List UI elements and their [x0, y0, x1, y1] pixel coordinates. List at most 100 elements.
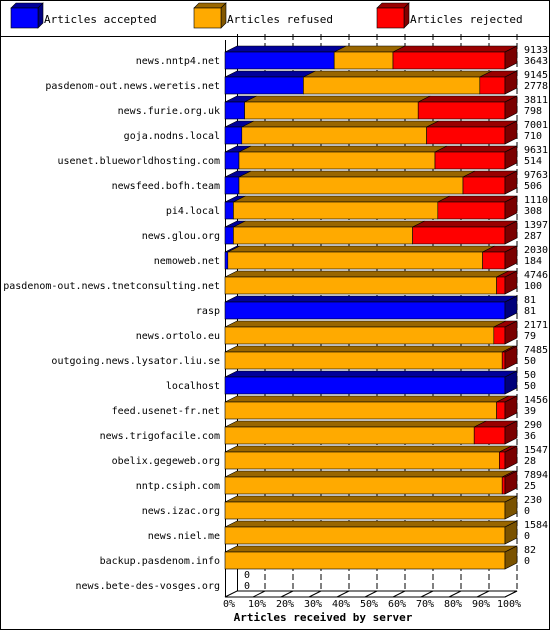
bar-segment-articles-refused [233, 195, 450, 220]
bar-segment-articles-refused [224, 420, 487, 445]
bar-row-feed-usenet-fr-net [224, 395, 518, 420]
bar-top [224, 270, 509, 278]
bar-face [224, 201, 234, 220]
value-second: 100 [524, 281, 542, 292]
floor-tick [280, 590, 294, 598]
bar-segment-articles-refused [224, 395, 509, 420]
bar-face [238, 151, 436, 170]
category-label-feed-usenet-fr-net: feed.usenet-fr.net [112, 406, 220, 417]
bar-top [233, 220, 425, 228]
bar-side [504, 495, 518, 520]
bar-face [224, 226, 234, 245]
category-label-news-bete-des-vosges-org: news.bete-des-vosges.org [76, 581, 221, 592]
bar-side [504, 70, 518, 95]
category-label-news-trigofacile-com: news.trigofacile.com [100, 431, 220, 442]
value-total: 7485 [524, 345, 548, 356]
value-total: 9631 [524, 145, 548, 156]
category-label-goja-nodns-local: goja.nodns.local [124, 131, 220, 142]
bar-face [224, 101, 245, 120]
bar-top [224, 345, 515, 353]
bar-side [504, 520, 518, 545]
bar-top [224, 470, 515, 478]
bar-top [224, 395, 509, 403]
value-label-backup-pasdenom-info: 820 [524, 545, 536, 567]
bar-face [462, 176, 506, 195]
x-tick-label: 100% [497, 599, 521, 610]
bar-top [224, 520, 518, 528]
bar-segment-articles-refused [303, 70, 492, 95]
bar-segment-articles-rejected [482, 245, 518, 270]
bar-row-news-trigofacile-com [224, 420, 518, 445]
value-total: 7894 [524, 470, 548, 481]
bar-face [224, 301, 506, 320]
bar-face [303, 76, 481, 95]
legend-item-articles-refused: Articles refused [193, 2, 333, 29]
value-second: 39 [524, 406, 536, 417]
bar-row-nntp-csiph-com [224, 470, 518, 495]
x-tick-label: 30% [304, 599, 322, 610]
legend-item-articles-accepted: Articles accepted [10, 2, 157, 29]
bar-row-pasdenom-out-news-tnetconsulting-net [224, 270, 518, 295]
floor-tick [476, 590, 490, 598]
bar-face [417, 101, 506, 120]
bar-face [501, 351, 506, 370]
bar-segment-articles-refused [244, 95, 431, 120]
legend-swatch-top [376, 2, 410, 9]
bar-side [504, 545, 518, 570]
legend: Articles accepted Articles refused Article… [10, 2, 523, 29]
bar-top [303, 70, 492, 78]
value-second: 2778 [524, 81, 548, 92]
value-total: 50 [524, 370, 536, 381]
bar-side [504, 370, 518, 395]
bar-face [224, 426, 475, 445]
bar-segment-articles-accepted [224, 145, 252, 170]
value-second: 79 [524, 331, 536, 342]
value-second: 81 [524, 306, 536, 317]
value-total: 230 [524, 495, 542, 506]
floor-tick [392, 590, 406, 598]
value-total: 9763 [524, 170, 548, 181]
category-label-nntp-csiph-com: nntp.csiph.com [136, 481, 220, 492]
value-total: 4746 [524, 270, 548, 281]
bar-top [244, 95, 431, 103]
bar-top [224, 70, 316, 78]
legend-swatch [10, 7, 39, 29]
bar-face [224, 326, 495, 345]
bar-segment-articles-rejected [434, 145, 518, 170]
bar-face [233, 201, 439, 220]
bar-top [233, 195, 450, 203]
bar-side [504, 270, 518, 295]
value-total: 0 [244, 570, 250, 581]
bar-segment-articles-refused [241, 120, 439, 145]
category-label-nemoweb-net: nemoweb.net [154, 256, 220, 267]
bar-top [418, 95, 518, 103]
category-label-obelix-gegeweb-org: obelix.gegeweb.org [112, 456, 220, 467]
bar-top [224, 420, 487, 428]
value-label-news-bete-des-vosges-org: 00 [244, 570, 250, 592]
bar-segment-articles-refused [227, 245, 495, 270]
bar-face [238, 176, 464, 195]
bar-side [504, 420, 518, 445]
bar-top [224, 320, 506, 328]
floor-tick [308, 590, 322, 598]
bar-face [241, 126, 427, 145]
value-second: 184 [524, 256, 542, 267]
bar-top [238, 145, 448, 153]
x-axis-title: Articles received by server [234, 611, 413, 624]
bar-face [482, 251, 506, 270]
bar-face [224, 76, 304, 95]
value-total: 2030 [524, 245, 548, 256]
legend-swatch [193, 7, 222, 29]
bar-row-outgoing-news-lysator-liu-se [224, 345, 518, 370]
value-second: 0 [524, 556, 530, 567]
bar-side [504, 95, 518, 120]
value-total: 1397 [524, 220, 548, 231]
